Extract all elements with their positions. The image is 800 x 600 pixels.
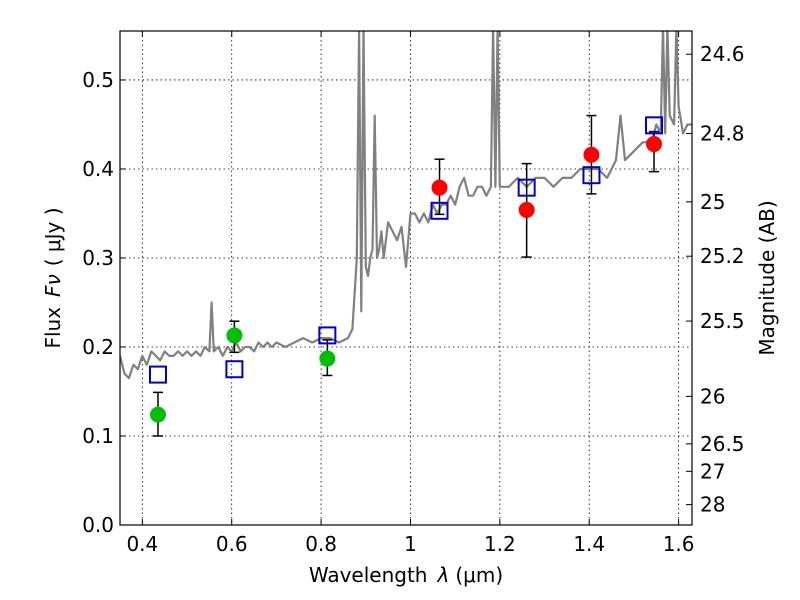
y2-tick-label: 24.6	[700, 42, 745, 66]
y2-tick-label: 26	[700, 384, 725, 408]
plot-frame	[119, 30, 693, 526]
data-point	[646, 136, 663, 153]
data-point	[431, 179, 448, 196]
model-point	[517, 178, 536, 197]
ticks-layer	[120, 31, 692, 526]
data-point	[583, 146, 600, 163]
data-point	[319, 350, 336, 367]
model-point	[645, 116, 664, 135]
model-point	[225, 360, 244, 379]
y2-tick-label: 25.5	[700, 309, 745, 333]
y2-tick-label: 24.8	[700, 121, 745, 145]
y-tick-label: 0.4	[82, 157, 114, 181]
labels-layer: 0.4 0.6 0.8 1 1.2 1.4 1.6 0.0 0.1 0.2 0.3 0.4 0.5 24.…	[82, 42, 744, 556]
y-axis-label: FluxFν( μJy )	[41, 207, 65, 348]
x-tick-label: 0.8	[305, 532, 337, 556]
y-tick-label: 0.0	[82, 513, 114, 537]
data-point	[149, 406, 166, 423]
y2-tick-label: 26.5	[700, 432, 745, 456]
x-tick-label: 1.4	[573, 532, 605, 556]
points-layer	[148, 114, 664, 437]
model-point	[430, 201, 449, 220]
y-tick-label: 0.1	[82, 424, 114, 448]
spectrum-layer	[120, 31, 692, 380]
data-point	[518, 201, 535, 218]
y2-axis-label: Magnitude (AB)	[755, 200, 779, 355]
data-point	[226, 327, 243, 344]
x-axis-label: Wavelength λ (μm)	[309, 563, 503, 587]
spectrum-line	[120, 31, 692, 380]
model-point	[582, 166, 601, 185]
grid	[120, 31, 692, 526]
y2-tick-label: 27	[700, 459, 725, 483]
x-tick-label: 0.6	[216, 532, 248, 556]
y2-tick-label: 25.2	[700, 244, 745, 268]
y2-tick-label: 28	[700, 493, 725, 517]
x-tick-label: 1	[404, 532, 417, 556]
model-point	[148, 365, 167, 384]
y-tick-label: 0.5	[82, 68, 114, 92]
y-tick-label: 0.2	[82, 335, 114, 359]
x-tick-label: 1.6	[663, 532, 695, 556]
model-point	[318, 326, 337, 345]
x-tick-label: 1.2	[484, 532, 516, 556]
y2-tick-label: 25	[700, 190, 725, 214]
y-tick-label: 0.3	[82, 246, 114, 270]
x-tick-label: 0.4	[126, 532, 158, 556]
